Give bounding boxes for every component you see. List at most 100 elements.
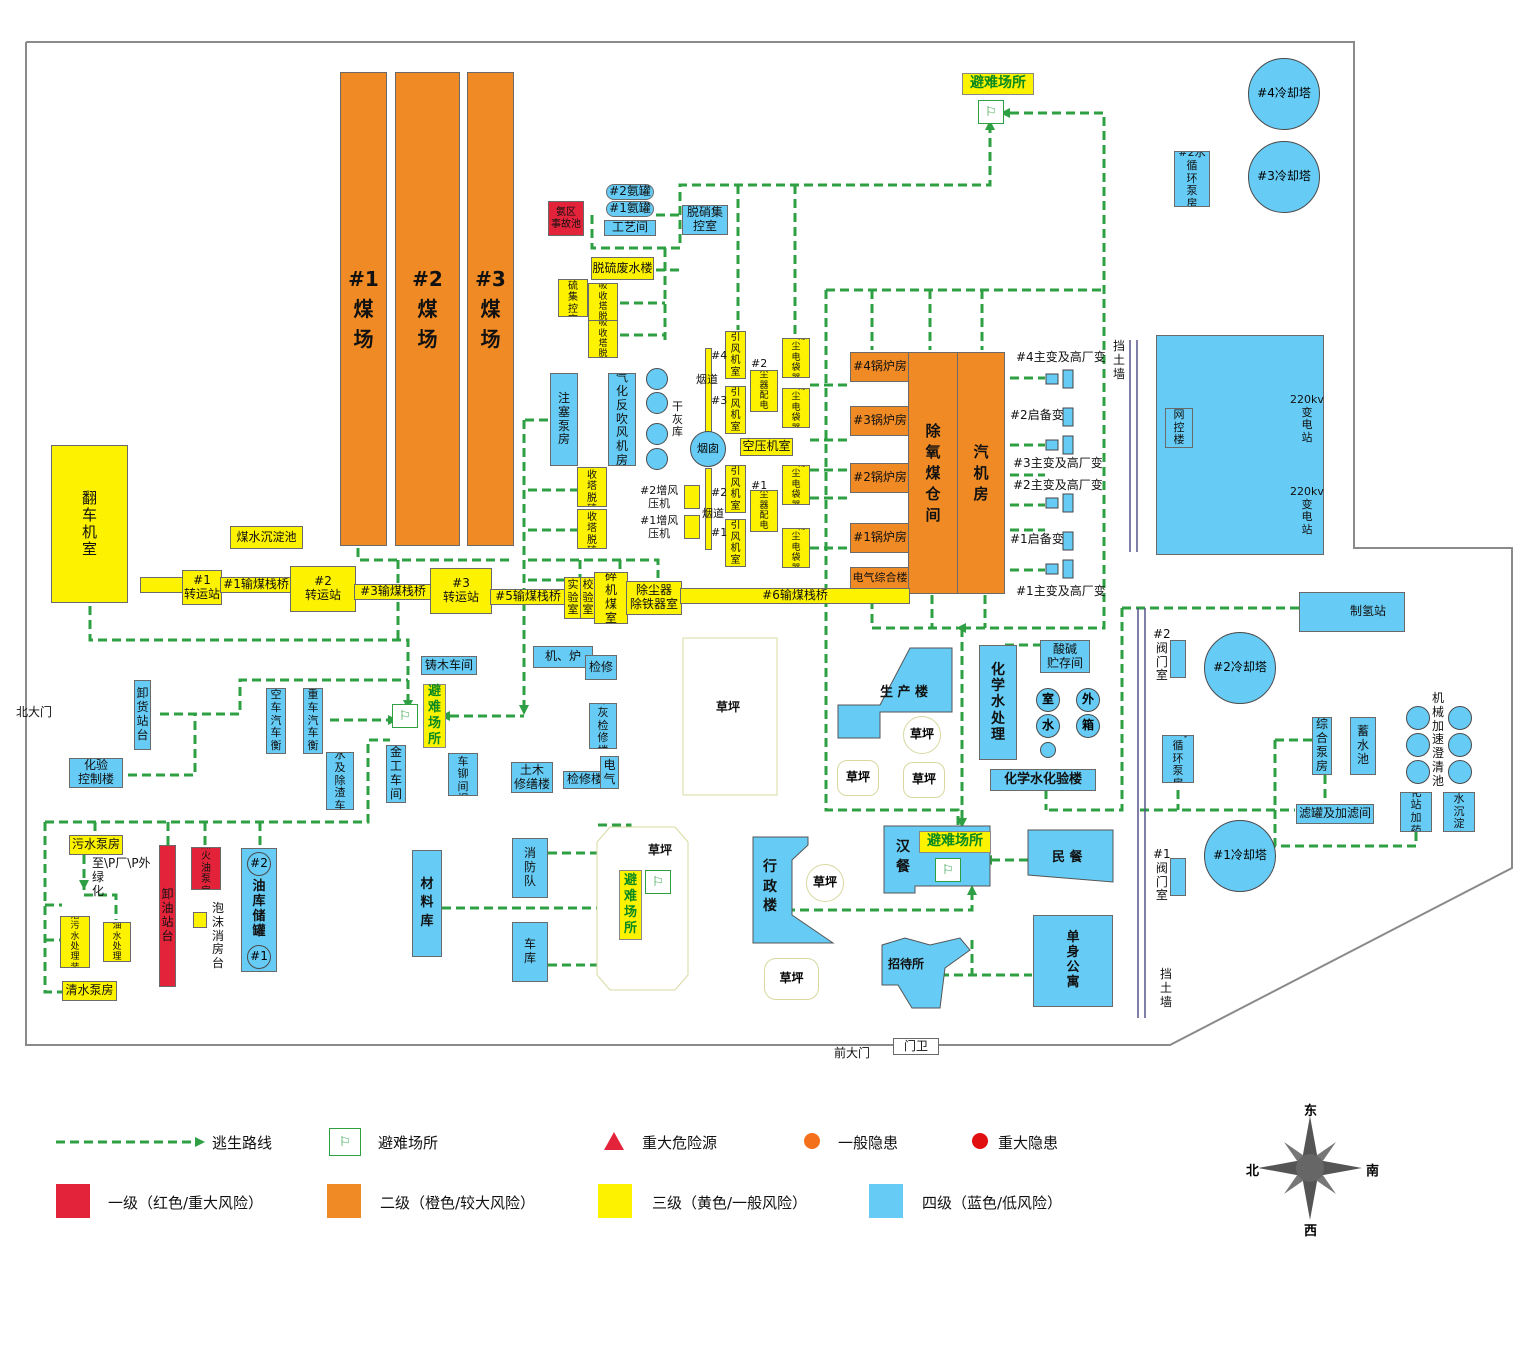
- clarifier-1[interactable]: [1406, 706, 1430, 730]
- chemical-water-treatment[interactable]: 化 学 水 处 理: [979, 645, 1017, 760]
- sewage-pump-house[interactable]: 污水泵房: [69, 835, 123, 855]
- cooling-tower-3[interactable]: #3冷却塔: [1248, 141, 1320, 213]
- process-room[interactable]: 工艺间: [604, 220, 656, 236]
- absorber-1[interactable]: #1吸 收 塔 脱 硫: [577, 509, 607, 549]
- booster-fan-2[interactable]: [684, 485, 700, 509]
- civil-repair-building[interactable]: 土木 修缮楼: [511, 762, 553, 793]
- clarifier-6[interactable]: [1448, 760, 1472, 784]
- ammonia-tank-1[interactable]: #1氨罐: [606, 201, 654, 217]
- chinese-canteen-label[interactable]: 汉 餐: [896, 839, 910, 875]
- ignition-oil-pump-house[interactable]: 点 火 油 泵 房: [191, 847, 221, 890]
- oil-tank-2[interactable]: #2: [247, 852, 271, 876]
- electric-building[interactable]: 电气综合楼: [850, 567, 910, 589]
- dust-distribution-1[interactable]: 除 尘 器 配 电 室: [750, 490, 778, 532]
- coal-yard-1[interactable]: #1 煤 场: [340, 72, 387, 546]
- shelter-people-icon[interactable]: ⚐: [392, 704, 418, 728]
- water-storage-pool[interactable]: 蓄 水 池: [1350, 717, 1376, 775]
- boiler-house-4[interactable]: #4锅炉房: [850, 352, 910, 382]
- boiler-house-2[interactable]: #2锅炉房: [850, 463, 910, 493]
- fire-brigade[interactable]: 消 防 队: [512, 838, 548, 898]
- id-fan-room-4[interactable]: 引 风 机 室: [725, 331, 746, 379]
- domestic-sewage-treatment[interactable]: 生 活 污 水 处 理 装 置: [60, 916, 90, 968]
- clarifier-5[interactable]: [1406, 760, 1430, 784]
- hydrogen-station[interactable]: 制氢站: [1299, 592, 1405, 632]
- chemical-lab-control[interactable]: 化验 控制楼: [69, 758, 123, 788]
- cooling-tower-4[interactable]: #4冷却塔: [1248, 58, 1320, 130]
- sludge-sedimentation-pool[interactable]: 泥 水 沉 淀 池: [1443, 792, 1475, 832]
- ash-removal-maintenance[interactable]: 除 灰 检 修 楼: [589, 703, 617, 749]
- acid-alkali-storage[interactable]: 酸碱 贮存间: [1040, 640, 1090, 673]
- chem-water-slag-garage[interactable]: 化 水 及 除 渣 车 库: [326, 752, 354, 810]
- boiler-house-3[interactable]: #3锅炉房: [850, 406, 910, 436]
- deaerator-bunker-bay[interactable]: 除 氧 煤 仓 间: [908, 352, 958, 594]
- oil-tank-1[interactable]: #1: [247, 945, 271, 969]
- oil-unloading-platform[interactable]: 卸 油 站 台: [159, 845, 176, 987]
- heavy-truck-scale[interactable]: 重 车 汽 车 衡: [303, 688, 323, 754]
- dry-ash-silo-3[interactable]: [646, 423, 668, 445]
- desulfurization-control[interactable]: 脱 硫 集 控 室: [558, 279, 588, 317]
- chimney[interactable]: 烟囱: [690, 431, 726, 467]
- dust-iron-remover-room[interactable]: 除尘器 除铁器室: [626, 581, 682, 615]
- shelter-people-icon[interactable]: ⚐: [935, 858, 961, 882]
- outdoor-tank-water[interactable]: 水: [1036, 714, 1060, 738]
- coal-bridge-1[interactable]: #1输煤栈桥: [220, 577, 292, 593]
- clarifier-3[interactable]: [1406, 733, 1430, 757]
- id-fan-room-2[interactable]: 引 风 机 室: [725, 465, 746, 513]
- absorber-2[interactable]: #2吸 收 塔 脱 硫: [577, 467, 607, 507]
- air-compressor-room[interactable]: 空压机室: [740, 438, 793, 456]
- ammonia-accident-pool[interactable]: 氨区 事故池: [548, 201, 584, 236]
- coal-bridge-3[interactable]: #3输煤栈桥: [354, 584, 432, 600]
- shelter-right-label[interactable]: 避难场所: [919, 831, 991, 853]
- crusher-room[interactable]: 碎 机 煤 室: [594, 572, 628, 624]
- oily-water-treatment[interactable]: 含 油 水 处 理 间: [103, 922, 131, 962]
- casting-wood-shop[interactable]: 铸木车间: [421, 656, 477, 675]
- cw-pump-house-1[interactable]: #1水 循 环 泵 房: [1162, 735, 1194, 783]
- outdoor-tank-outside[interactable]: 外: [1076, 688, 1100, 712]
- electrical-maintenance-2[interactable]: 电 气: [600, 756, 619, 789]
- comprehensive-pump-house[interactable]: 综 合 泵 房: [1312, 717, 1332, 775]
- coal-bridge-5[interactable]: #5输煤栈桥: [490, 589, 566, 605]
- turbine-house[interactable]: 汽 机 房: [957, 352, 1005, 594]
- electrical-maintenance[interactable]: 检修楼: [563, 771, 607, 789]
- bag-filter-4[interactable]: #4除 尘 电 袋 器: [782, 338, 810, 378]
- plunger-pump-house[interactable]: 注 塞 泵 房: [550, 373, 578, 466]
- dormitory[interactable]: 单 身 公 寓: [1033, 915, 1113, 1007]
- guard-house[interactable]: 门卫: [893, 1038, 939, 1055]
- forging-riveting-shop[interactable]: 锻 车 铆 间 焊: [448, 753, 478, 796]
- dry-ash-silo-4[interactable]: [646, 448, 668, 470]
- ammonia-tank-2[interactable]: #2氨罐: [606, 184, 654, 200]
- transfer-station-2[interactable]: #2 转运站: [290, 566, 356, 612]
- coal-water-sedimentation-pool[interactable]: 煤水沉淀池: [230, 526, 303, 549]
- coal-yard-2[interactable]: #2 煤 场: [395, 72, 460, 546]
- gasification-fan-house[interactable]: 气 化 反 吹 风 机 房: [608, 373, 636, 466]
- unloading-dock[interactable]: 卸 货 站 台: [134, 680, 151, 750]
- production-building-label[interactable]: 生 产 楼: [880, 685, 929, 700]
- cooling-tower-1[interactable]: #1冷却塔: [1204, 820, 1276, 892]
- coal-bridge-6[interactable]: #6输煤栈桥: [680, 588, 910, 604]
- bag-filter-1[interactable]: #1除 尘 电 袋 器: [782, 528, 810, 568]
- network-control-building[interactable]: 网 控 楼: [1165, 408, 1193, 448]
- id-fan-room-3[interactable]: 引 风 机 室: [725, 386, 746, 434]
- outdoor-tank-small[interactable]: [1040, 742, 1056, 758]
- coal-yard-3[interactable]: #3 煤 场: [467, 72, 514, 546]
- empty-truck-scale[interactable]: 空 车 汽 车 衡: [266, 688, 286, 754]
- dry-ash-silo-1[interactable]: [646, 368, 668, 390]
- absorber-3[interactable]: #3 吸 收 塔 脱 硫: [588, 320, 618, 358]
- car-dumper-room[interactable]: 翻 车 机 室: [51, 445, 128, 603]
- muslim-canteen-label[interactable]: 民 餐: [1052, 850, 1083, 865]
- id-fan-room-1[interactable]: 引 风 机 室: [725, 519, 746, 567]
- transfer-station-3[interactable]: #3 转运站: [430, 568, 492, 614]
- guesthouse-label[interactable]: 招待所: [888, 957, 925, 971]
- shelter-left-label[interactable]: 避 难 场 所: [423, 684, 446, 748]
- metalwork-shop[interactable]: 金 工 车 间: [386, 745, 406, 803]
- dry-ash-silo-2[interactable]: [646, 392, 668, 414]
- material-warehouse[interactable]: 材 料 库: [412, 850, 442, 957]
- valve-room-2[interactable]: [1170, 640, 1186, 678]
- denox-control-room[interactable]: 脱硝集 控室: [682, 205, 728, 235]
- maintenance-a[interactable]: 检修: [585, 655, 617, 680]
- outdoor-tank-room[interactable]: 室: [1036, 688, 1060, 712]
- cw-pump-house-2[interactable]: #2水 循 环 泵 房: [1174, 151, 1210, 207]
- bag-filter-3[interactable]: #3除 尘 电 袋 器: [782, 388, 810, 428]
- shelter-mid-label[interactable]: 避 难 场 所: [619, 870, 642, 940]
- purification-dosing-room[interactable]: 净 化 站 加 药 间: [1400, 792, 1432, 832]
